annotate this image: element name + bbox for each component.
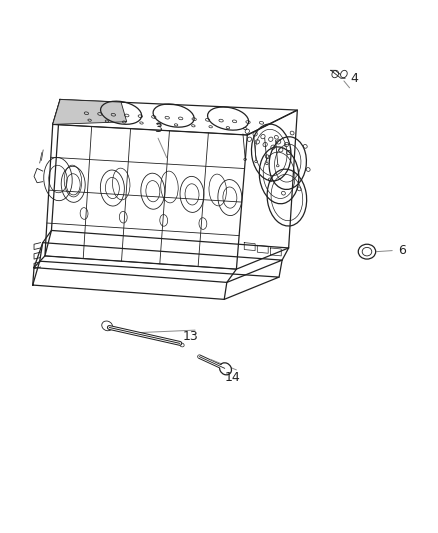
Ellipse shape (358, 244, 376, 259)
Ellipse shape (219, 363, 232, 375)
Polygon shape (53, 100, 127, 124)
Text: 3: 3 (154, 122, 162, 135)
Text: 14: 14 (224, 372, 240, 384)
Text: 4: 4 (350, 72, 358, 85)
Text: 13: 13 (183, 330, 198, 343)
Text: 6: 6 (398, 244, 406, 257)
Ellipse shape (102, 321, 113, 331)
Ellipse shape (341, 70, 347, 78)
